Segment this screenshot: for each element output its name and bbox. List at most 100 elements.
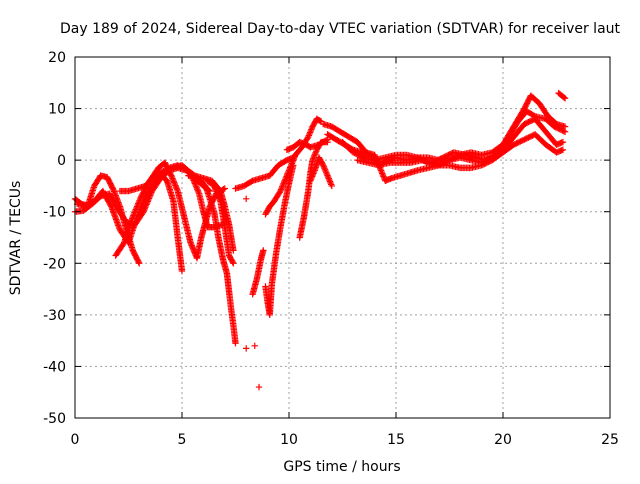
data-point-trace <box>519 123 526 130</box>
data-point-trace <box>559 127 566 134</box>
data-point-trace <box>186 237 194 245</box>
data-point-trace <box>447 150 455 157</box>
data-point-trace <box>130 210 138 218</box>
chart-title: Day 189 of 2024, Sidereal Day-to-day VTE… <box>60 21 621 37</box>
data-point-trace <box>129 245 136 253</box>
data-point-trace <box>144 198 151 205</box>
data-point-trace <box>229 258 236 266</box>
data-point-trace <box>327 181 335 188</box>
data-point-trace <box>143 199 151 207</box>
data-point-trace <box>508 143 515 150</box>
data-point-trace <box>132 207 139 215</box>
data-point-trace <box>194 186 201 193</box>
data-point-trace <box>228 257 236 264</box>
data-point <box>328 182 335 190</box>
data-point-trace <box>191 180 199 187</box>
data-point-trace <box>310 170 317 177</box>
data-point-trace <box>326 176 333 184</box>
data-point-trace <box>107 202 114 209</box>
data-point-trace <box>404 170 411 177</box>
data-point-trace <box>269 200 276 207</box>
data-point-trace <box>306 130 313 138</box>
data-point-trace <box>135 258 142 266</box>
data-point <box>281 177 288 184</box>
data-point-trace <box>534 98 541 105</box>
data-point <box>243 345 250 352</box>
data-point-trace <box>330 134 337 142</box>
data-point-trace <box>145 195 153 202</box>
data-point-trace <box>246 179 254 186</box>
data-point-trace <box>173 186 181 193</box>
data-point-trace <box>560 94 568 101</box>
data-point-trace <box>285 181 292 189</box>
data-point-trace <box>259 248 267 255</box>
x-tick-label: 20 <box>494 432 512 448</box>
axis-tick-labels: 0 5 10 15 20 25 -50 -40 -30 -20 -10 0 10 20 <box>43 50 619 448</box>
data-point-trace <box>136 195 144 203</box>
data-point-trace <box>195 188 202 196</box>
data-series <box>71 89 569 391</box>
x-tick-label: 25 <box>601 432 619 448</box>
data-point-trace <box>280 179 288 186</box>
data-point-trace <box>120 240 127 248</box>
data-point-trace <box>540 126 548 133</box>
data-point-trace <box>282 174 290 182</box>
data-point-trace <box>304 135 311 142</box>
data-point-trace <box>90 184 97 191</box>
data-point-trace <box>161 175 169 182</box>
data-point-trace <box>192 181 199 189</box>
data-point-trace <box>325 175 332 182</box>
data-point-trace <box>109 184 116 191</box>
data-point-trace <box>307 127 314 135</box>
x-axis-title: GPS time / hours <box>283 459 400 475</box>
data-point-trace <box>132 206 140 213</box>
data-point-trace <box>378 168 385 176</box>
y-tick-label: -50 <box>43 411 66 427</box>
data-point-trace <box>423 165 430 172</box>
data-point-trace <box>323 170 331 178</box>
data-point-trace <box>200 180 207 188</box>
data-point-trace <box>559 93 567 100</box>
data-point-trace <box>134 201 141 209</box>
data-point-trace <box>145 196 152 204</box>
data-point <box>251 342 258 349</box>
data-point-trace <box>412 167 420 175</box>
data-point-trace <box>549 121 556 128</box>
data-point-trace <box>550 147 558 154</box>
plot-frame <box>74 56 611 419</box>
data-point-trace <box>540 139 547 146</box>
data-point-trace <box>343 132 350 139</box>
data-point-trace <box>283 171 291 179</box>
data-point-trace <box>136 197 143 204</box>
data-point-trace <box>279 181 287 189</box>
data-point-trace <box>149 174 156 182</box>
data-point-trace <box>312 149 319 156</box>
data-point-trace <box>133 203 141 210</box>
data-point-trace <box>142 202 150 210</box>
data-point-trace <box>306 129 314 136</box>
data-point-trace <box>180 164 187 172</box>
data-point-trace <box>193 184 200 191</box>
data-point-trace <box>379 171 387 179</box>
data-point-trace <box>276 189 283 196</box>
data-point-trace <box>197 235 205 243</box>
data-point-trace <box>315 116 323 124</box>
data-point-trace <box>318 159 326 166</box>
data-point-trace <box>273 164 280 171</box>
data-point-trace <box>311 152 318 159</box>
data-point-trace <box>558 147 565 154</box>
y-tick-label: 20 <box>48 50 66 66</box>
data-point-trace <box>141 205 148 212</box>
data-point <box>324 172 331 179</box>
data-point-trace <box>219 253 226 260</box>
data-point <box>255 383 263 391</box>
data-point-trace <box>279 183 286 190</box>
y-tick-label: 10 <box>48 102 66 118</box>
data-point-trace <box>283 173 290 180</box>
data-point-trace <box>558 139 565 146</box>
data-point-trace <box>320 163 328 170</box>
data-point-trace <box>518 137 525 145</box>
data-point-trace <box>199 207 207 214</box>
data-point-trace <box>149 182 156 190</box>
